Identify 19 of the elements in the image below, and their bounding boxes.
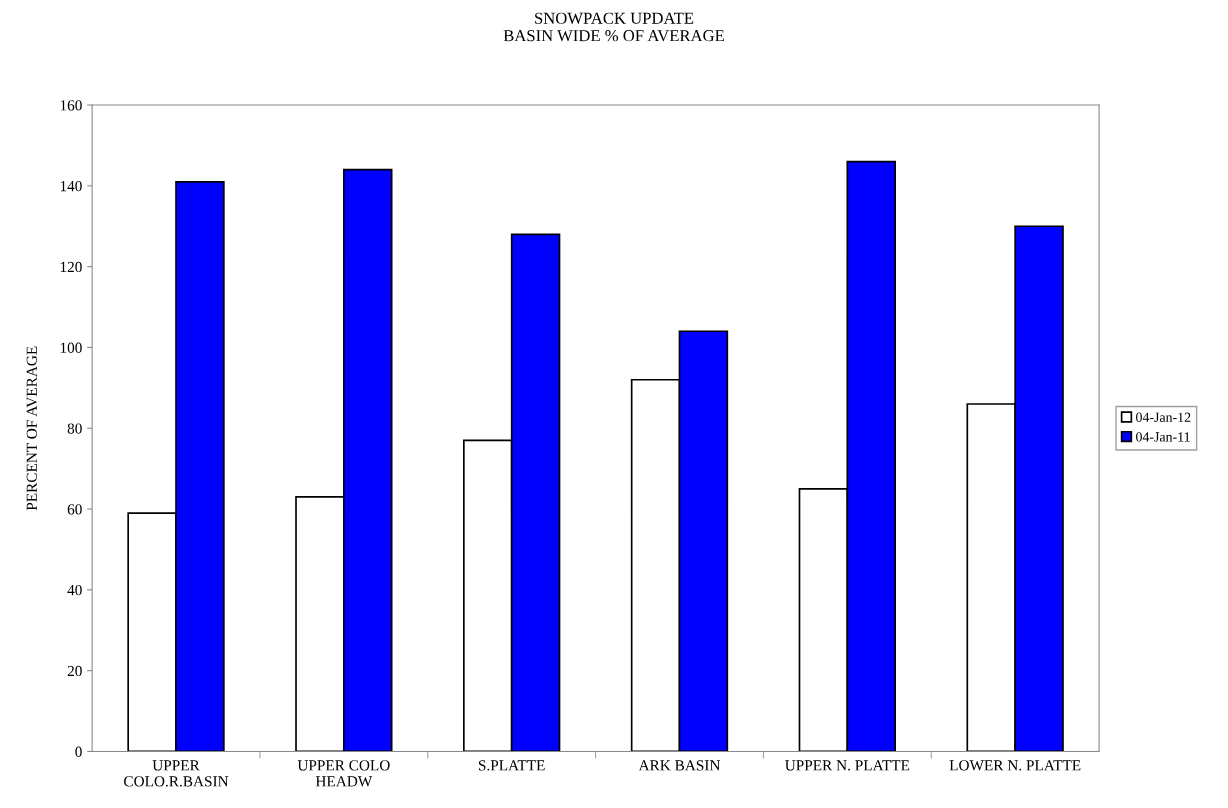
x-tick-label: UPPER N. PLATTE	[785, 760, 910, 771]
x-tick-label: ARK BASIN	[638, 760, 721, 771]
legend-label: 04-Jan-11	[1136, 432, 1190, 442]
y-tick-label: 120	[60, 261, 82, 273]
chart-title: SNOWPACK UPDATE BASIN WIDE % OF AVERAGE	[503, 12, 724, 42]
x-tick-label: UPPER COLO.R.BASIN	[124, 760, 229, 787]
y-tick-label: 0	[75, 746, 82, 757]
y-axis-title: PERCENT OF AVERAGE	[26, 346, 37, 511]
y-tick-label: 100	[60, 342, 82, 353]
y-tick-label: 140	[60, 180, 82, 192]
x-tick-label: UPPER COLO HEADW	[297, 760, 390, 787]
x-tick-label: LOWER N. PLATTE	[949, 760, 1081, 771]
y-tick-label: 60	[67, 504, 82, 515]
y-tick-label: 80	[67, 423, 82, 434]
y-tick-label: 40	[67, 584, 82, 596]
legend-label: 04-Jan-12	[1136, 412, 1191, 422]
y-tick-label: 160	[60, 100, 82, 111]
y-tick-label: 20	[67, 665, 82, 677]
x-tick-label: S.PLATTE	[478, 760, 545, 771]
